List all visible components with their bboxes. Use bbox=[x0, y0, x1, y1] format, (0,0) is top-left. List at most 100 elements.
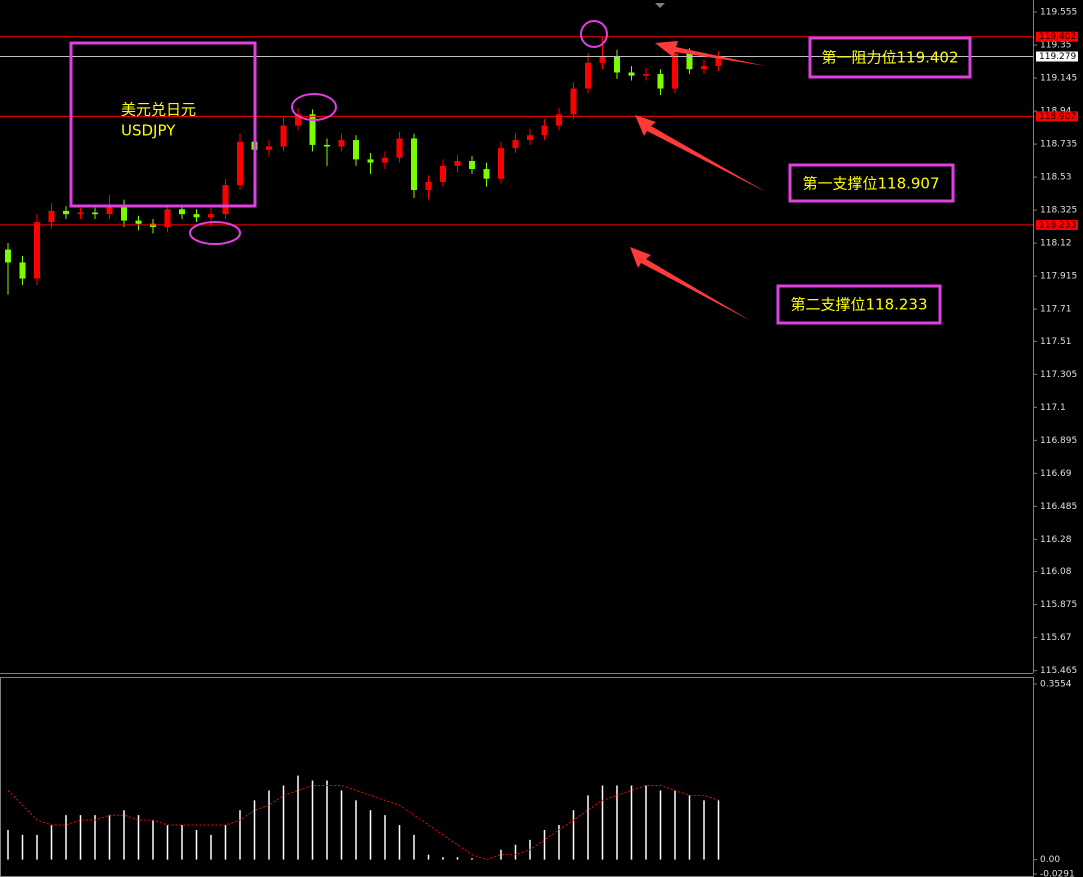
candle-body bbox=[280, 125, 287, 147]
candle-body bbox=[164, 209, 171, 228]
box bbox=[788, 163, 955, 203]
candle-body bbox=[556, 114, 562, 126]
y-tick-label: 115.875 bbox=[1040, 600, 1077, 610]
candle-body bbox=[135, 220, 142, 224]
candle-body bbox=[628, 72, 635, 76]
candle-body bbox=[353, 140, 359, 160]
annotation: 第一阻力位119.402 bbox=[821, 49, 958, 67]
candle-body bbox=[295, 114, 301, 126]
candle-body bbox=[179, 209, 185, 215]
candle-body bbox=[570, 88, 577, 115]
highlight bbox=[189, 221, 241, 245]
y-tick-label: 119.555 bbox=[1040, 8, 1077, 18]
annotation: USDJPY bbox=[121, 122, 176, 140]
arrows bbox=[630, 41, 766, 321]
y-tick-label: 117.1 bbox=[1040, 403, 1066, 413]
level-tag bbox=[1036, 31, 1078, 42]
y-tick-label: 116.895 bbox=[1040, 436, 1077, 446]
candle-body bbox=[237, 141, 243, 186]
box bbox=[69, 41, 257, 208]
candle-body bbox=[527, 135, 533, 141]
candle-body bbox=[715, 56, 722, 67]
candle-body bbox=[222, 185, 229, 215]
level-tag bbox=[1036, 111, 1078, 122]
plot: 119.555119.35119.145118.94118.735118.531… bbox=[0, 8, 1078, 877]
candle-body bbox=[672, 53, 678, 89]
y-tick-label: 116.69 bbox=[1040, 469, 1072, 479]
candle-body bbox=[338, 140, 345, 147]
candle-body bbox=[541, 125, 548, 136]
y-tick-label: 116.485 bbox=[1040, 502, 1077, 512]
y-tick-label: 116.28 bbox=[1040, 535, 1072, 545]
arrow bbox=[655, 41, 766, 66]
candle-body bbox=[324, 144, 330, 147]
y-tick-label: 116.08 bbox=[1040, 567, 1072, 577]
candle-body bbox=[599, 56, 606, 63]
y-tick-label: 0.00 bbox=[1040, 855, 1060, 865]
candle-body bbox=[77, 212, 84, 215]
annotation: 第二支撑位118.233 bbox=[790, 296, 927, 314]
level-tag bbox=[1036, 219, 1078, 230]
candle-body bbox=[701, 66, 707, 70]
annotation: 第一支撑位118.907 bbox=[802, 175, 939, 193]
candle-body bbox=[454, 161, 461, 166]
arrow bbox=[630, 247, 751, 321]
annotations: 美元兑日元 USDJPY 第一阻力位119.402 第一支撑位118.907 第… bbox=[69, 20, 972, 325]
y-tick-label: 117.71 bbox=[1040, 305, 1072, 315]
candle-body bbox=[396, 138, 403, 158]
y-tick-label: 115.67 bbox=[1040, 633, 1072, 643]
candle-body bbox=[643, 74, 649, 76]
candle-body bbox=[106, 204, 113, 215]
scroll-marker bbox=[655, 3, 665, 8]
y-tick-label: 0.3554 bbox=[1040, 680, 1072, 690]
candle-body bbox=[440, 165, 446, 182]
y-tick-label: 117.915 bbox=[1040, 272, 1077, 282]
box bbox=[808, 36, 972, 79]
candle-body bbox=[19, 262, 26, 279]
box bbox=[776, 284, 942, 325]
candle-body bbox=[34, 222, 40, 279]
y-tick-label: 118.12 bbox=[1040, 239, 1072, 249]
candle-body bbox=[367, 159, 374, 163]
candle-body bbox=[121, 204, 127, 221]
y-tick-label: 118.53 bbox=[1040, 173, 1072, 183]
y-tick-label: 118.735 bbox=[1040, 140, 1077, 150]
candle-body bbox=[614, 56, 620, 73]
highlight bbox=[291, 93, 337, 121]
y-tick-label: 118.325 bbox=[1040, 206, 1077, 216]
candle-body bbox=[483, 169, 490, 179]
level-tag bbox=[1036, 51, 1078, 62]
candle-body bbox=[657, 74, 664, 89]
level-label: 119.279 bbox=[1039, 52, 1076, 62]
signal-line bbox=[7, 784, 719, 861]
y-tick-label: 119.145 bbox=[1040, 74, 1077, 84]
y-tick-label: 117.51 bbox=[1040, 337, 1072, 347]
candle-body bbox=[208, 214, 214, 218]
level-label: 118.907 bbox=[1039, 112, 1076, 122]
candle-body bbox=[309, 114, 316, 145]
candle-body bbox=[512, 140, 519, 149]
candle-body bbox=[498, 148, 504, 179]
annotation: 美元兑日元 bbox=[121, 101, 196, 119]
candle-body bbox=[686, 53, 693, 70]
candle-body bbox=[585, 62, 591, 89]
candle-body bbox=[48, 210, 55, 223]
y-tick-label: 117.305 bbox=[1040, 370, 1077, 380]
candle-body bbox=[469, 161, 475, 170]
candle-body bbox=[382, 157, 388, 163]
candle-body bbox=[5, 249, 11, 263]
candle-body bbox=[193, 214, 200, 218]
level-label: 118.233 bbox=[1039, 220, 1076, 230]
y-tick-label: -0.0291 bbox=[1040, 870, 1075, 877]
candle-body bbox=[92, 212, 98, 215]
level-label: 119.402 bbox=[1039, 32, 1076, 42]
candle-body bbox=[266, 146, 272, 150]
arrow bbox=[635, 115, 766, 192]
y-tick-label: 119.35 bbox=[1040, 41, 1072, 51]
highlight bbox=[580, 20, 608, 48]
y-tick-label: 115.465 bbox=[1040, 666, 1077, 676]
candle-body bbox=[425, 181, 432, 190]
candle-body bbox=[63, 210, 69, 215]
